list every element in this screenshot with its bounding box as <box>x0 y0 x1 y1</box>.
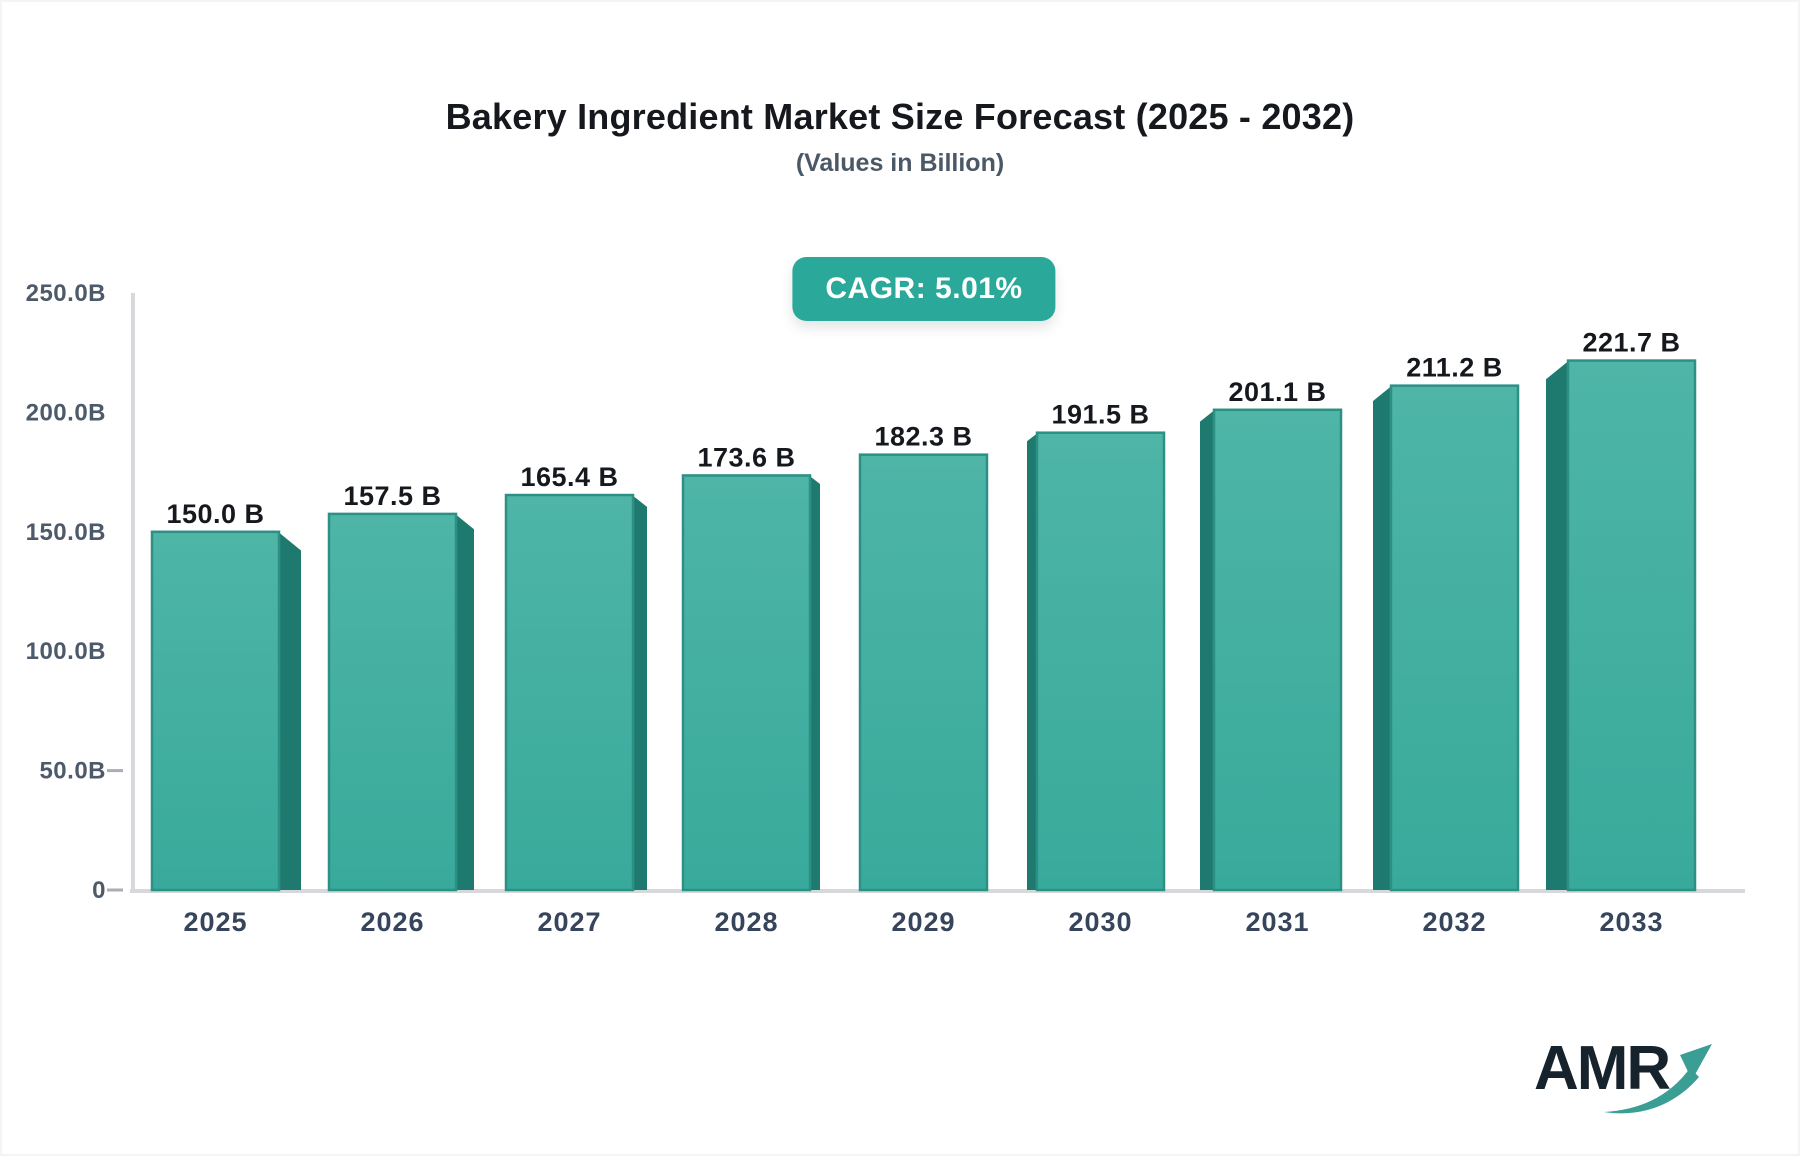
bar-value-label: 191.5 B <box>1051 400 1149 430</box>
bar-value-label: 173.6 B <box>697 442 795 472</box>
bar-group-2026: 157.5 B 2026 <box>327 481 474 937</box>
x-axis-tick-label: 2025 <box>183 907 247 937</box>
x-axis-tick-label: 2028 <box>714 907 778 937</box>
bar-group-2033: 221.7 B 2033 <box>1546 328 1697 937</box>
bar-value-label: 182.3 B <box>874 422 972 452</box>
bar-side-face <box>1546 360 1569 890</box>
growth-arrow-icon <box>1604 1044 1712 1114</box>
y-axis-tick-label: 200.0B <box>26 399 106 426</box>
bar-side-face <box>278 531 301 890</box>
bar-side-face <box>632 495 647 890</box>
bar-front-face <box>327 512 458 892</box>
x-axis-tick-label: 2030 <box>1068 907 1132 937</box>
x-axis-tick-label: 2033 <box>1599 907 1663 937</box>
bar-value-label: 221.7 B <box>1582 328 1680 358</box>
bar-group-2032: 211.2 B 2032 <box>1373 353 1520 937</box>
bar-front-face <box>1389 384 1520 892</box>
bar-value-label: 157.5 B <box>343 481 441 511</box>
bar-group-2030: 191.5 B 2030 <box>1027 400 1166 937</box>
bar-value-label: 150.0 B <box>166 499 264 529</box>
bar-side-face <box>1027 432 1038 890</box>
bar-front-face <box>504 493 635 892</box>
bar-front-face <box>681 474 812 892</box>
y-axis-tick-label: 50.0B <box>39 758 106 785</box>
bar-side-face <box>1200 409 1215 890</box>
bar-value-label: 211.2 B <box>1406 353 1503 383</box>
bar-front-face <box>858 453 989 892</box>
bar-group-2029: 182.3 B 2029 <box>858 422 989 937</box>
y-axis-tick-label: 100.0B <box>26 638 106 665</box>
y-axis-tick-label: 0 <box>92 877 106 904</box>
chart-title: Bakery Ingredient Market Size Forecast (… <box>445 96 1355 137</box>
bar-front-face <box>1212 408 1343 892</box>
bar-side-face <box>809 475 820 890</box>
cagr-badge: CAGR: 5.01% <box>792 257 1056 321</box>
bar-value-label: 165.4 B <box>520 462 618 492</box>
amr-logo: AMR <box>1534 1032 1774 1132</box>
bar-group-2031: 201.1 B 2031 <box>1200 377 1343 937</box>
y-axis-tick-label: 150.0B <box>26 519 106 546</box>
bar-group-2028: 173.6 B 2028 <box>681 442 820 937</box>
x-axis-tick-label: 2031 <box>1245 907 1309 937</box>
bar-group-2025: 150.0 B 2025 <box>150 499 301 937</box>
x-axis-tick-label: 2029 <box>891 907 955 937</box>
bar-value-label: 201.1 B <box>1228 377 1326 407</box>
y-axis-tick-label: 250.0B <box>26 280 106 307</box>
x-axis-tick-label: 2032 <box>1422 907 1486 937</box>
bar-front-face <box>150 530 281 892</box>
amr-logo-text: AMR <box>1534 1034 1671 1103</box>
bar-front-face <box>1566 359 1697 892</box>
x-axis-tick-label: 2026 <box>360 907 424 937</box>
bar-front-face <box>1035 431 1166 892</box>
chart-subtitle: (Values in Billion) <box>795 149 1005 177</box>
x-axis-tick-label: 2027 <box>537 907 601 937</box>
bar-side-face <box>455 513 474 890</box>
bar-side-face <box>1373 385 1392 890</box>
bar-group-2027: 165.4 B 2027 <box>504 462 647 937</box>
